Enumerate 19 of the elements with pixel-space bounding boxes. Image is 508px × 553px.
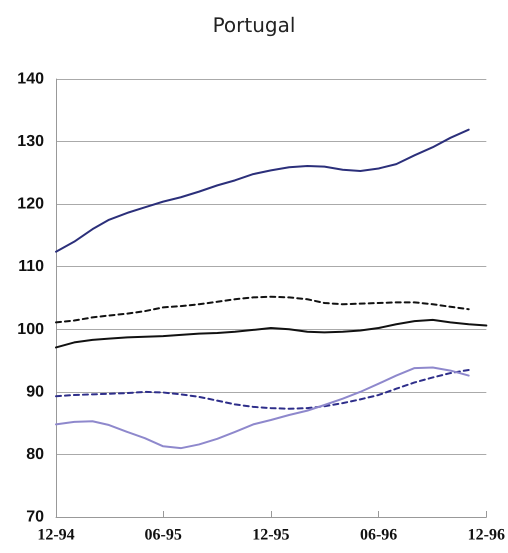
- x-tick-label: 06-96: [360, 526, 398, 544]
- y-tick-label: 130: [17, 133, 44, 150]
- y-tick-label: 70: [26, 508, 44, 526]
- chart-title: Portugal: [212, 13, 296, 37]
- y-tick-label: 80: [26, 446, 44, 463]
- line-series: [55, 366, 470, 450]
- x-tick-label: 12-94: [37, 526, 75, 544]
- y-tick-label: 90: [26, 383, 44, 400]
- y-tick-label: 100: [17, 320, 44, 338]
- x-tick-label: 06-95: [144, 526, 182, 544]
- y-tick-label: 140: [17, 70, 44, 88]
- y-tick-label: 120: [17, 196, 44, 213]
- line-series: [55, 368, 470, 410]
- line-series: [55, 128, 470, 253]
- x-tick-label: 12-96: [468, 526, 505, 544]
- line-series: [55, 318, 488, 348]
- y-tick-label: 110: [18, 258, 44, 276]
- x-tick-label: 12-95: [252, 526, 290, 544]
- line-series: [55, 296, 470, 324]
